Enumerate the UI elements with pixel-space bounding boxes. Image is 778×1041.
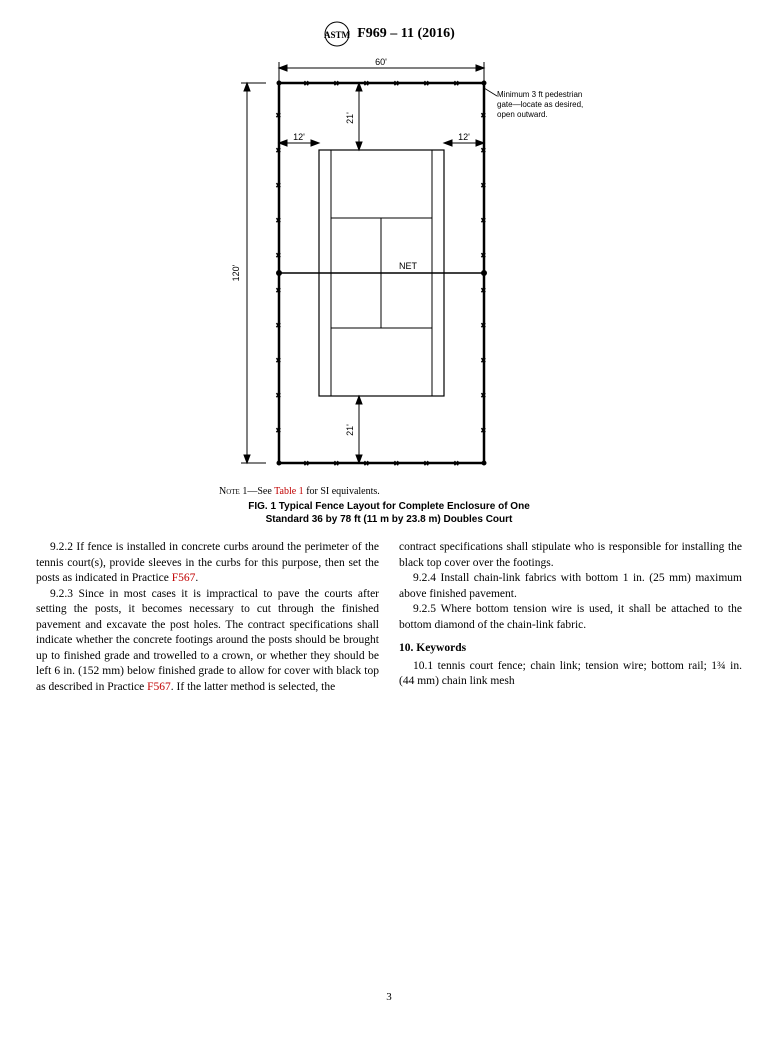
para-9-2-5: 9.2.5 Where bottom tension wire is used,… (399, 602, 742, 633)
svg-text:×: × (481, 321, 486, 330)
dim-height: 120' (231, 264, 241, 281)
court-lines (279, 150, 484, 396)
left-column: 9.2.2 If fence is installed in concrete … (36, 540, 379, 695)
svg-text:×: × (276, 391, 281, 400)
svg-text:×: × (481, 111, 486, 120)
num-923: 9.2.3 (50, 588, 78, 600)
dim-right-clearance: 12' (458, 132, 470, 142)
svg-text:×: × (394, 79, 399, 88)
svg-text:×: × (304, 79, 309, 88)
figure-1: 60' 120' × × × × × × (219, 58, 559, 526)
svg-text:×: × (454, 79, 459, 88)
svg-text:×: × (424, 459, 429, 468)
para-10-1: 10.1 tennis court fence; chain link; ten… (399, 659, 742, 690)
svg-text:×: × (304, 459, 309, 468)
svg-text:ASTM: ASTM (324, 30, 351, 40)
dim-width: 60' (375, 58, 387, 67)
svg-text:×: × (481, 356, 486, 365)
p924: Install chain-link fabrics with bottom 1… (399, 572, 742, 600)
svg-text:×: × (276, 426, 281, 435)
standard-id: F969 – 11 (2016) (357, 26, 455, 42)
para-9-2-4: 9.2.4 Install chain-link fabrics with bo… (399, 571, 742, 602)
para-9-2-3-cont: contract specifications shall stipulate … (399, 540, 742, 571)
num-922: 9.2.2 (50, 541, 76, 553)
caption-line1: FIG. 1 Typical Fence Layout for Complete… (248, 501, 530, 512)
svg-text:×: × (394, 459, 399, 468)
svg-text:×: × (276, 356, 281, 365)
note-prefix: Note (219, 486, 240, 497)
ref-f567-2[interactable]: F567 (147, 681, 171, 693)
page-number: 3 (386, 991, 392, 1003)
para-9-2-3: 9.2.3 Since in most cases it is impracti… (36, 587, 379, 696)
figure-caption: FIG. 1 Typical Fence Layout for Complete… (219, 500, 559, 526)
svg-text:×: × (481, 391, 486, 400)
svg-text:×: × (276, 111, 281, 120)
svg-text:×: × (334, 459, 339, 468)
svg-text:×: × (276, 286, 281, 295)
note-number: 1—See (242, 486, 274, 497)
num-925: 9.2.5 (413, 603, 441, 615)
svg-text:×: × (276, 146, 281, 155)
p925: Where bottom tension wire is used, it sh… (399, 603, 742, 631)
svg-text:×: × (424, 79, 429, 88)
num-101: 10.1 (413, 660, 438, 672)
caption-line2: Standard 36 by 78 ft (11 m by 23.8 m) Do… (266, 514, 513, 525)
svg-text:×: × (481, 146, 486, 155)
svg-text:×: × (481, 181, 486, 190)
svg-text:×: × (481, 216, 486, 225)
svg-text:×: × (276, 181, 281, 190)
svg-text:×: × (481, 286, 486, 295)
p922-text: If fence is installed in concrete curbs … (36, 541, 379, 584)
svg-text:×: × (334, 79, 339, 88)
svg-text:×: × (481, 426, 486, 435)
p101: tennis court fence; chain link; tension … (399, 660, 742, 688)
figure-note: Note 1—See Table 1 for SI equivalents. (219, 486, 559, 497)
ref-f567-1[interactable]: F567 (172, 572, 196, 584)
svg-text:×: × (364, 459, 369, 468)
num-924: 9.2.4 (413, 572, 441, 584)
document-header: ASTM F969 – 11 (2016) (36, 20, 742, 48)
gate-note: Minimum 3 ft pedestrian gate—locate as d… (497, 90, 587, 120)
p923a: Since in most cases it is impractical to… (36, 588, 379, 693)
net-label: NET (399, 261, 418, 271)
dim-left-clearance: 12' (293, 132, 305, 142)
svg-text:×: × (276, 216, 281, 225)
note-suffix: for SI equivalents. (304, 486, 380, 497)
p923b: . If the latter method is selected, the (171, 681, 335, 693)
right-column: contract specifications shall stipulate … (399, 540, 742, 695)
svg-text:×: × (276, 251, 281, 260)
body-columns: 9.2.2 If fence is installed in concrete … (36, 540, 742, 695)
svg-text:×: × (454, 459, 459, 468)
dim-top-clearance: 21' (345, 112, 355, 124)
page: ASTM F969 – 11 (2016) 60' (0, 0, 778, 1041)
svg-text:×: × (364, 79, 369, 88)
para-9-2-2: 9.2.2 If fence is installed in concrete … (36, 540, 379, 587)
section-10-heading: 10. Keywords (399, 641, 742, 657)
svg-text:×: × (276, 321, 281, 330)
svg-text:×: × (481, 251, 486, 260)
table-1-ref[interactable]: Table 1 (274, 486, 304, 497)
p922-end: . (195, 572, 198, 584)
astm-logo: ASTM (323, 20, 351, 48)
dim-bottom-clearance: 21' (345, 424, 355, 436)
